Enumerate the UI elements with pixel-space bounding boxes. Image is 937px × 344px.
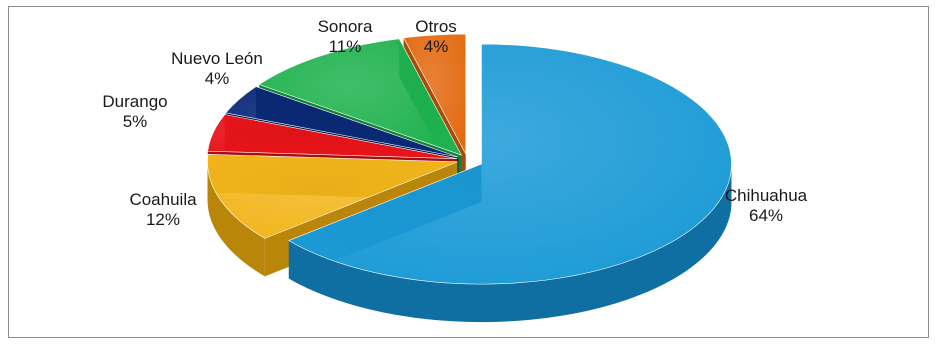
label-otros-value: 4% (423, 37, 449, 56)
label-chihuahua-name: Chihuahua (724, 186, 808, 205)
label-durango-value: 5% (122, 112, 148, 131)
slice-otros (403, 33, 467, 155)
label-sonora: Sonora 11% (318, 17, 373, 57)
label-coahuila-value: 12% (145, 210, 181, 229)
label-durango: Durango 5% (102, 92, 167, 132)
slice-sonora (258, 38, 463, 156)
label-durango-name: Durango (102, 92, 168, 111)
label-coahuila: Coahuila 12% (129, 190, 196, 230)
label-sonora-name: Sonora (317, 17, 373, 36)
slice-chihuahua (288, 43, 732, 285)
label-sonora-value: 11% (328, 37, 362, 56)
label-chihuahua-value: 64% (748, 206, 784, 225)
label-chihuahua: Chihuahua 64% (725, 186, 807, 226)
slice-side-coahuila (207, 161, 265, 277)
slice-side-chihuahua (288, 164, 732, 323)
slice-coahuila (207, 154, 458, 239)
label-otros: Otros 4% (415, 17, 457, 57)
slice-durango (207, 114, 458, 159)
label-coahuila-name: Coahuila (129, 190, 197, 209)
slice-nuevo-leon (225, 86, 459, 158)
label-nuevo-leon-value: 4% (204, 69, 230, 88)
label-nuevo-leon-name: Nuevo León (171, 49, 263, 68)
label-nuevo-leon: Nuevo León 4% (171, 49, 263, 89)
label-otros-name: Otros (415, 17, 457, 36)
